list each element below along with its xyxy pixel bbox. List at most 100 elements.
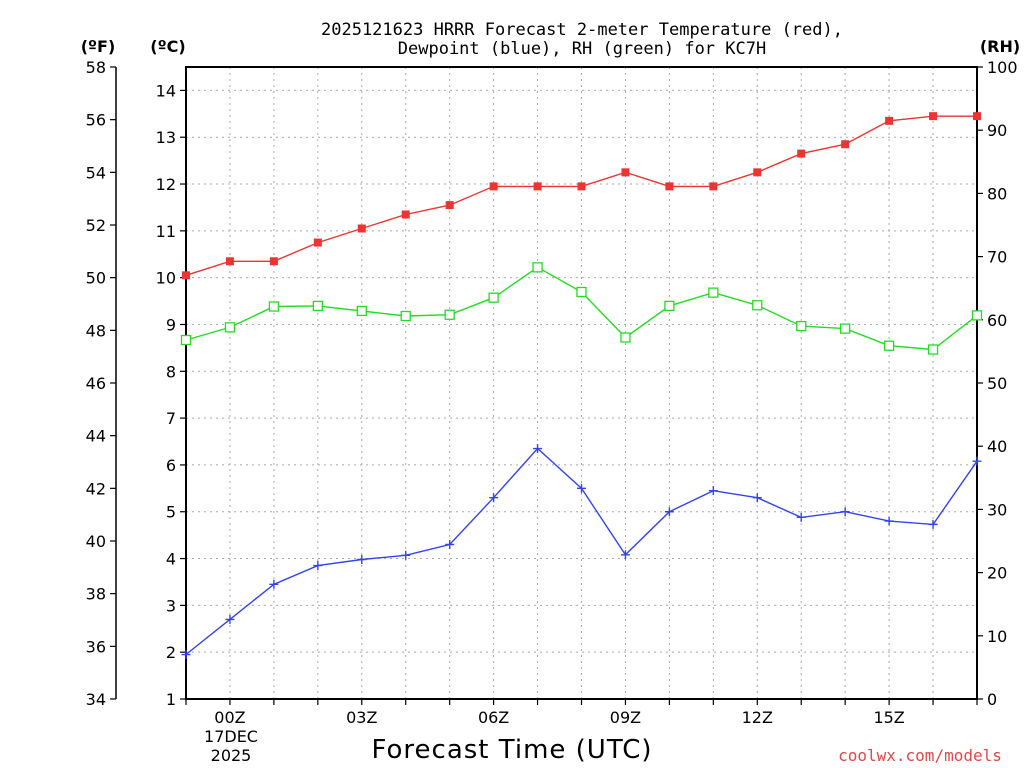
temperature-point <box>401 210 410 219</box>
rh-tick-label: 60 <box>987 311 1007 330</box>
rh-tick-label: 70 <box>987 248 1007 267</box>
celsius-tick-label: 11 <box>156 222 176 241</box>
rh-tick-label: 80 <box>987 184 1007 203</box>
rh-tick-label: 0 <box>987 690 997 709</box>
rh-axis-label: (RH) <box>980 37 1020 56</box>
x-tick-label: 06Z <box>478 708 509 727</box>
rh-point <box>488 292 499 303</box>
temperature-point <box>885 116 894 125</box>
rh-point <box>752 300 763 311</box>
fahrenheit-axis-label: (ºF) <box>81 37 116 56</box>
rh-point <box>971 310 983 321</box>
celsius-tick-label: 10 <box>156 269 176 288</box>
celsius-tick-label: 4 <box>166 550 176 569</box>
rh-point <box>708 287 719 298</box>
dewpoint-point <box>796 512 806 522</box>
temperature-point <box>445 201 454 210</box>
grid-layer <box>186 67 977 700</box>
fahrenheit-tick-label: 54 <box>86 163 106 182</box>
fahrenheit-tick-label: 52 <box>86 216 106 235</box>
temperature-point <box>225 257 234 266</box>
date-label-day: 17DEC <box>204 727 258 746</box>
temperature-point <box>797 149 806 158</box>
dewpoint-point <box>972 456 982 466</box>
dewpoint-point <box>752 493 762 503</box>
rh-point <box>224 322 236 333</box>
temperature-point <box>533 182 542 191</box>
dewpoint-point <box>401 550 411 560</box>
dewpoint-point <box>181 650 191 660</box>
x-tick-label: 03Z <box>346 708 377 727</box>
rh-tick-label: 10 <box>987 627 1007 646</box>
rh-point <box>883 340 895 351</box>
dewpoint-point <box>313 561 323 571</box>
fahrenheit-tick-label: 56 <box>86 111 106 130</box>
temperature-point <box>841 140 850 149</box>
x-tick-label: 00Z <box>214 708 245 727</box>
celsius-tick-label: 2 <box>166 643 176 662</box>
rh-tick-label: 20 <box>987 564 1007 583</box>
rh-point <box>356 305 367 317</box>
dewpoint-point <box>577 483 586 493</box>
fahrenheit-tick-label: 50 <box>86 269 106 288</box>
dewpoint-point <box>445 540 455 550</box>
celsius-tick-label: 14 <box>156 81 176 100</box>
credit-label: coolwx.com/models <box>838 746 1002 765</box>
rh-tick-label: 100 <box>987 58 1018 77</box>
dewpoint-point <box>269 579 279 589</box>
temperature-point <box>665 182 674 191</box>
fahrenheit-tick-label: 44 <box>86 427 106 446</box>
rh-point <box>180 334 192 346</box>
dewpoint-point <box>533 444 543 454</box>
plot-frame <box>185 66 978 700</box>
celsius-tick-label: 8 <box>166 362 176 381</box>
rh-point <box>576 286 587 298</box>
rh-tick-label: 30 <box>987 500 1007 519</box>
celsius-tick-label: 9 <box>166 315 176 334</box>
celsius-tick-label: 7 <box>166 409 176 428</box>
rh-point <box>400 310 411 322</box>
fahrenheit-tick-label: 38 <box>86 585 106 604</box>
dewpoint-point <box>225 614 235 624</box>
rh-tick-label: 50 <box>987 374 1007 393</box>
axes-layer: 3436384042444648505254565812345678910111… <box>86 58 1018 727</box>
dewpoint-point <box>620 550 630 560</box>
rh-tick-label: 40 <box>987 437 1007 456</box>
fahrenheit-tick-label: 34 <box>86 690 106 709</box>
celsius-axis-label: (ºC) <box>150 37 185 56</box>
rh-tick-label: 90 <box>987 121 1007 140</box>
temperature-point <box>357 224 366 233</box>
x-tick-label: 09Z <box>610 708 641 727</box>
date-label-year: 2025 <box>211 746 252 765</box>
rh-point <box>532 262 543 273</box>
x-tick-label: 15Z <box>873 708 904 727</box>
fahrenheit-tick-label: 40 <box>86 532 106 551</box>
dewpoint-point <box>928 519 938 529</box>
temperature-point <box>577 182 586 191</box>
rh-point <box>312 300 323 312</box>
fahrenheit-tick-label: 48 <box>86 321 106 340</box>
temperature-point <box>973 112 981 121</box>
dewpoint-point <box>489 493 499 503</box>
rh-point <box>796 320 807 332</box>
x-axis-title: Forecast Time (UTC) <box>371 735 652 765</box>
x-tick-label: 12Z <box>742 708 773 727</box>
dewpoint-line <box>185 447 978 656</box>
rh-point <box>664 300 675 312</box>
celsius-tick-label: 5 <box>166 503 176 522</box>
dewpoint-point <box>840 507 850 517</box>
celsius-tick-label: 13 <box>156 128 176 147</box>
series-layer <box>180 112 983 660</box>
temperature-point <box>313 238 322 247</box>
fahrenheit-tick-label: 36 <box>86 637 106 656</box>
rh-point <box>927 344 939 355</box>
dewpoint-point <box>357 554 367 564</box>
fahrenheit-tick-label: 42 <box>86 479 106 498</box>
temperature-point <box>489 182 498 191</box>
temperature-point <box>709 182 718 191</box>
rh-point <box>620 332 631 343</box>
fahrenheit-tick-label: 58 <box>86 58 106 77</box>
rh-point <box>268 301 280 312</box>
dewpoint-point <box>884 516 894 526</box>
